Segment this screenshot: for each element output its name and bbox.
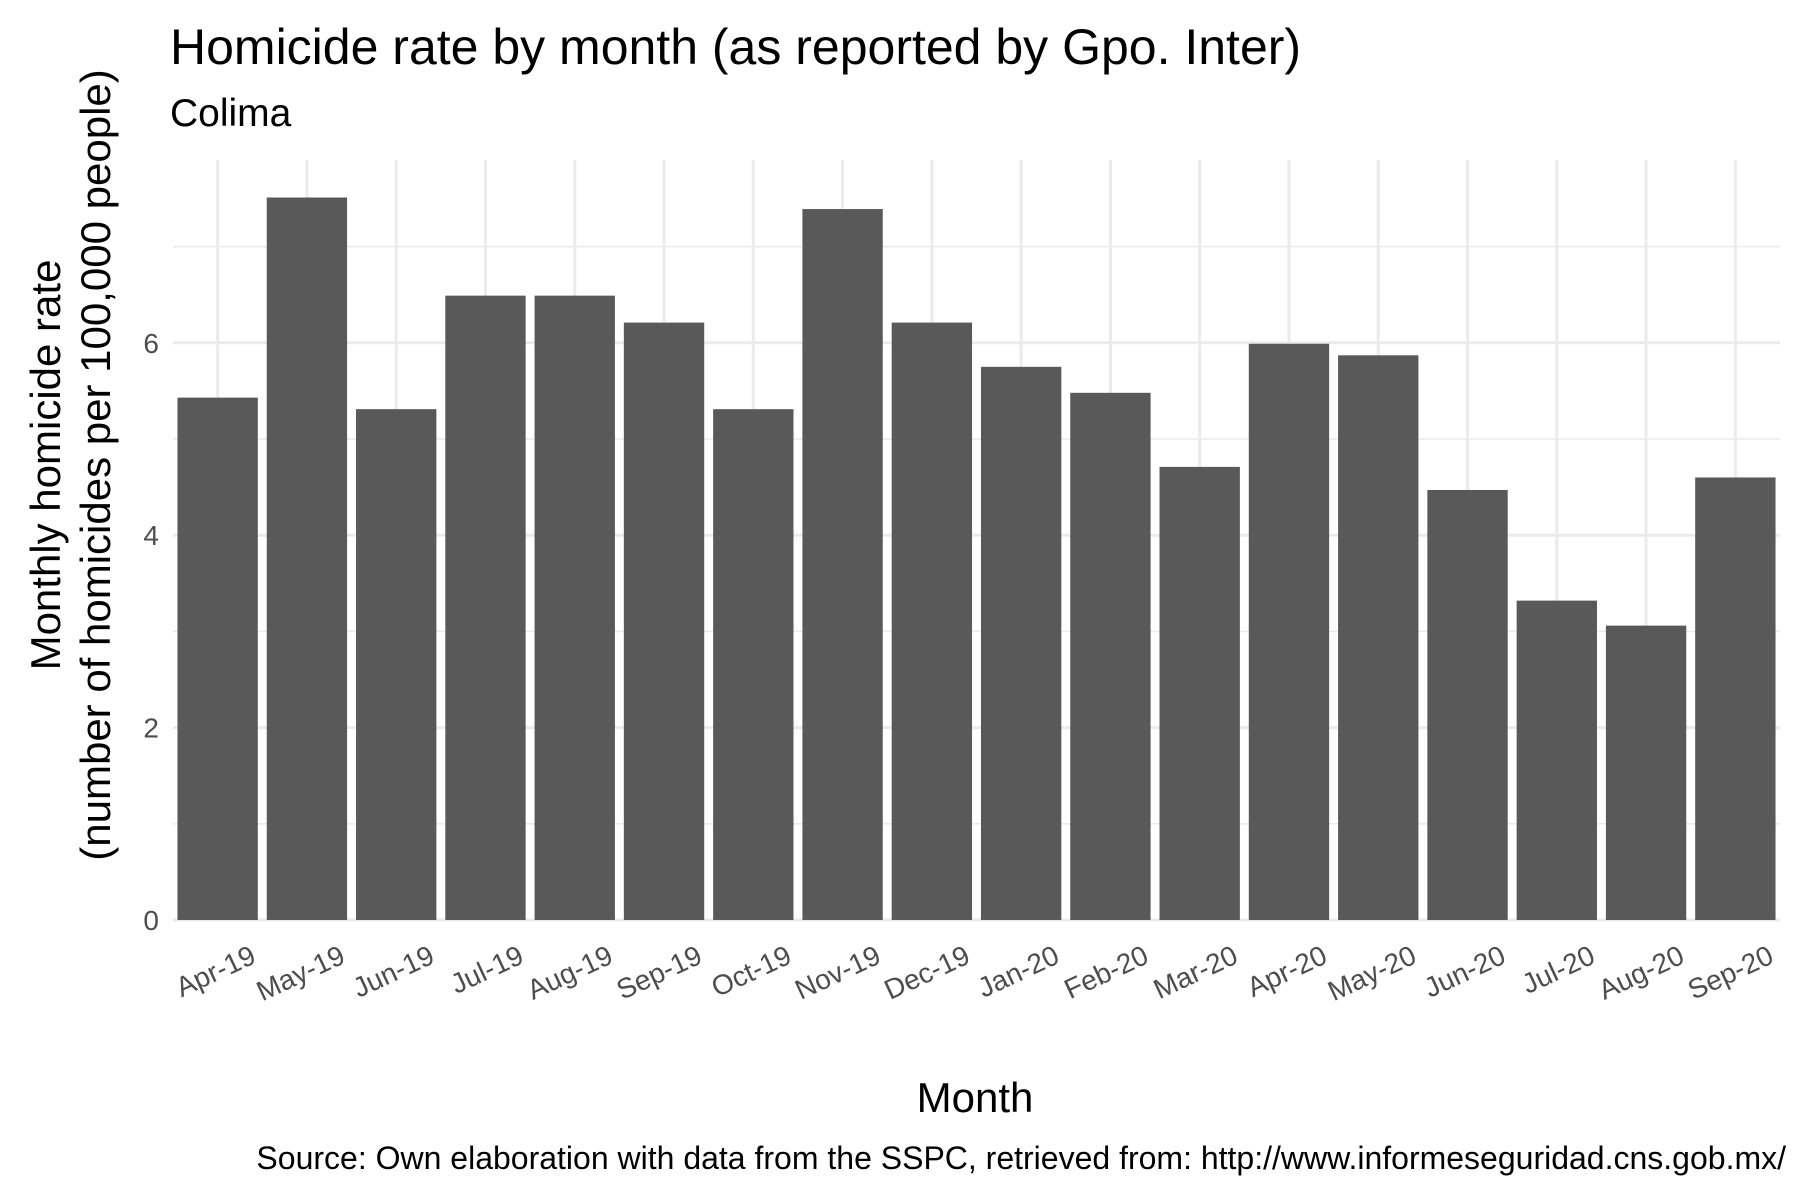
bar-nov-19 <box>802 209 883 920</box>
bar-apr-19 <box>177 397 258 920</box>
y-tick-label: 0 <box>143 905 159 936</box>
x-tick-label: Apr-19 <box>171 939 260 1003</box>
x-tick-label: Jan-20 <box>973 939 1064 1003</box>
x-tick-label: Apr-20 <box>1242 939 1331 1003</box>
y-axis-ticks: 0 2 4 6 <box>143 328 159 936</box>
x-tick-label: Feb-20 <box>1059 939 1153 1005</box>
y-axis-title-line2: (number of homicides per 100,000 people) <box>72 69 119 860</box>
bar-may-19 <box>266 197 348 920</box>
x-tick-label: Dec-19 <box>879 939 974 1005</box>
y-tick-label: 4 <box>143 520 159 551</box>
y-tick-label: 2 <box>143 713 159 744</box>
bar-jul-20 <box>1516 600 1597 920</box>
bar-jun-19 <box>356 409 437 920</box>
bar-may-20 <box>1338 355 1419 920</box>
bar-mar-20 <box>1159 466 1240 920</box>
bar-sep-20 <box>1695 477 1776 920</box>
bar-jun-20 <box>1427 489 1508 920</box>
bar-feb-20 <box>1070 392 1151 920</box>
x-tick-label: Jun-19 <box>348 939 439 1003</box>
bar-oct-19 <box>713 409 794 920</box>
bar-aug-19 <box>534 295 615 920</box>
x-tick-label: May-19 <box>252 939 350 1007</box>
x-tick-label: Sep-20 <box>1683 939 1778 1005</box>
y-tick-label: 6 <box>143 328 159 359</box>
x-tick-label: Jun-20 <box>1419 939 1510 1003</box>
bar-sep-19 <box>623 322 705 920</box>
chart-caption: Source: Own elaboration with data from t… <box>256 1140 1786 1176</box>
x-tick-label: Mar-20 <box>1149 939 1242 1005</box>
x-tick-label: Jul-19 <box>446 939 528 999</box>
bar-apr-20 <box>1248 343 1330 920</box>
y-axis-title-line1: Monthly homicide rate <box>22 260 69 671</box>
bars <box>177 197 1776 920</box>
x-tick-label: Oct-19 <box>707 939 796 1003</box>
x-tick-label: May-20 <box>1323 939 1421 1007</box>
x-tick-label: Nov-19 <box>790 939 885 1005</box>
x-tick-label: Jul-20 <box>1517 939 1599 999</box>
bar-jul-19 <box>445 295 526 920</box>
chart-subtitle: Colima <box>170 92 292 135</box>
bar-aug-20 <box>1605 625 1687 920</box>
x-axis-title: Month <box>917 1074 1034 1121</box>
x-tick-label: Aug-20 <box>1594 939 1689 1005</box>
bar-dec-19 <box>891 322 973 920</box>
x-tick-label: Sep-19 <box>612 939 707 1005</box>
x-tick-label: Aug-19 <box>522 939 617 1005</box>
bar-jan-20 <box>980 366 1062 920</box>
y-axis-title: Monthly homicide rate (number of homicid… <box>22 69 119 860</box>
chart-title: Homicide rate by month (as reported by G… <box>170 19 1302 75</box>
